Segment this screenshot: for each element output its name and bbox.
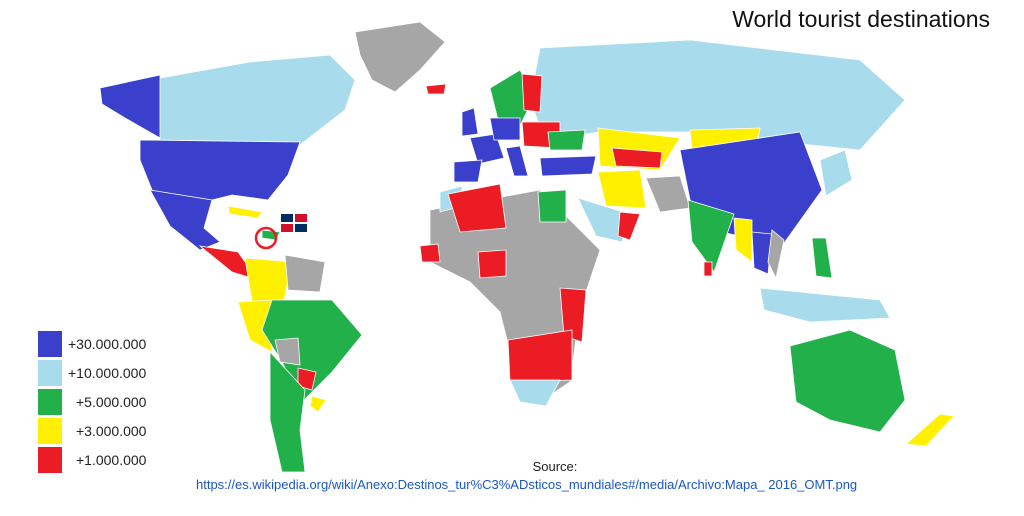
legend-swatch: [38, 360, 62, 386]
region-iran: [597, 169, 647, 209]
map-title: World tourist destinations: [732, 6, 990, 32]
region-caribbean: [261, 229, 281, 241]
region-oman: [617, 211, 641, 241]
region-pakistan: [645, 175, 691, 213]
region-west-africa: [419, 243, 441, 263]
region-spain: [453, 159, 483, 183]
legend-swatch: [38, 389, 62, 415]
region-canada: [144, 54, 356, 146]
region-india: [687, 199, 735, 273]
legend-label: +30.000.000: [68, 336, 147, 352]
region-peru: [237, 299, 273, 353]
source-label: Source:: [532, 459, 578, 474]
region-thailand: [751, 231, 773, 275]
region-argentina-chile: [269, 350, 306, 473]
source-link[interactable]: https://es.wikipedia.org/wiki/Anexo:Dest…: [196, 477, 858, 492]
legend-label: +5.000.000: [76, 394, 147, 410]
region-philippines: [811, 237, 833, 279]
region-bolivia: [274, 337, 301, 366]
legend-label: +10.000.000: [68, 365, 147, 381]
legend-item: +5.000.000: [38, 388, 146, 416]
legend: +30.000.000 +10.000.000 +5.000.000 +3.00…: [38, 330, 146, 475]
region-greenland: [354, 21, 446, 93]
region-turkey: [539, 155, 597, 177]
region-sri-lanka: [703, 261, 713, 277]
legend-item: +3.000.000: [38, 417, 146, 445]
region-usa: [139, 139, 301, 206]
region-nigeria: [477, 249, 507, 279]
region-korea-japan: [819, 149, 853, 197]
region-germany: [489, 117, 521, 141]
region-egypt: [537, 189, 567, 223]
legend-swatch: [38, 418, 62, 444]
region-central-asia: [611, 147, 663, 169]
region-paraguay: [297, 367, 317, 391]
region-colombia: [244, 257, 293, 303]
region-alaska: [99, 74, 161, 139]
region-indonesia: [759, 287, 891, 323]
region-france: [469, 133, 505, 165]
region-iceland: [425, 83, 447, 95]
region-east-africa: [559, 287, 587, 343]
region-myanmar: [733, 217, 753, 263]
region-ukraine: [547, 129, 586, 151]
legend-swatch: [38, 447, 62, 473]
region-uk: [461, 107, 479, 137]
legend-item: +1.000.000: [38, 446, 146, 474]
region-australia: [789, 329, 906, 433]
region-new-zealand: [905, 413, 955, 447]
region-algeria: [447, 183, 507, 233]
region-brazil: [261, 299, 363, 403]
region-vietnam: [767, 229, 785, 280]
highlight-circle: [254, 226, 278, 250]
dominican-republic-flag-icon: [281, 214, 307, 232]
region-cuba: [227, 205, 263, 219]
region-venezuela: [284, 254, 326, 293]
legend-label: +3.000.000: [76, 423, 147, 439]
legend-item: +10.000.000: [38, 359, 146, 387]
region-italy: [505, 145, 529, 177]
region-southern-africa: [507, 329, 573, 383]
region-arabia: [577, 197, 631, 243]
region-finland: [521, 73, 543, 113]
region-uruguay: [309, 395, 327, 413]
legend-swatch: [38, 331, 62, 357]
legend-label: +1.000.000: [76, 452, 147, 468]
region-south-africa: [509, 379, 561, 407]
region-mexico: [149, 189, 221, 251]
legend-item: +30.000.000: [38, 330, 146, 358]
